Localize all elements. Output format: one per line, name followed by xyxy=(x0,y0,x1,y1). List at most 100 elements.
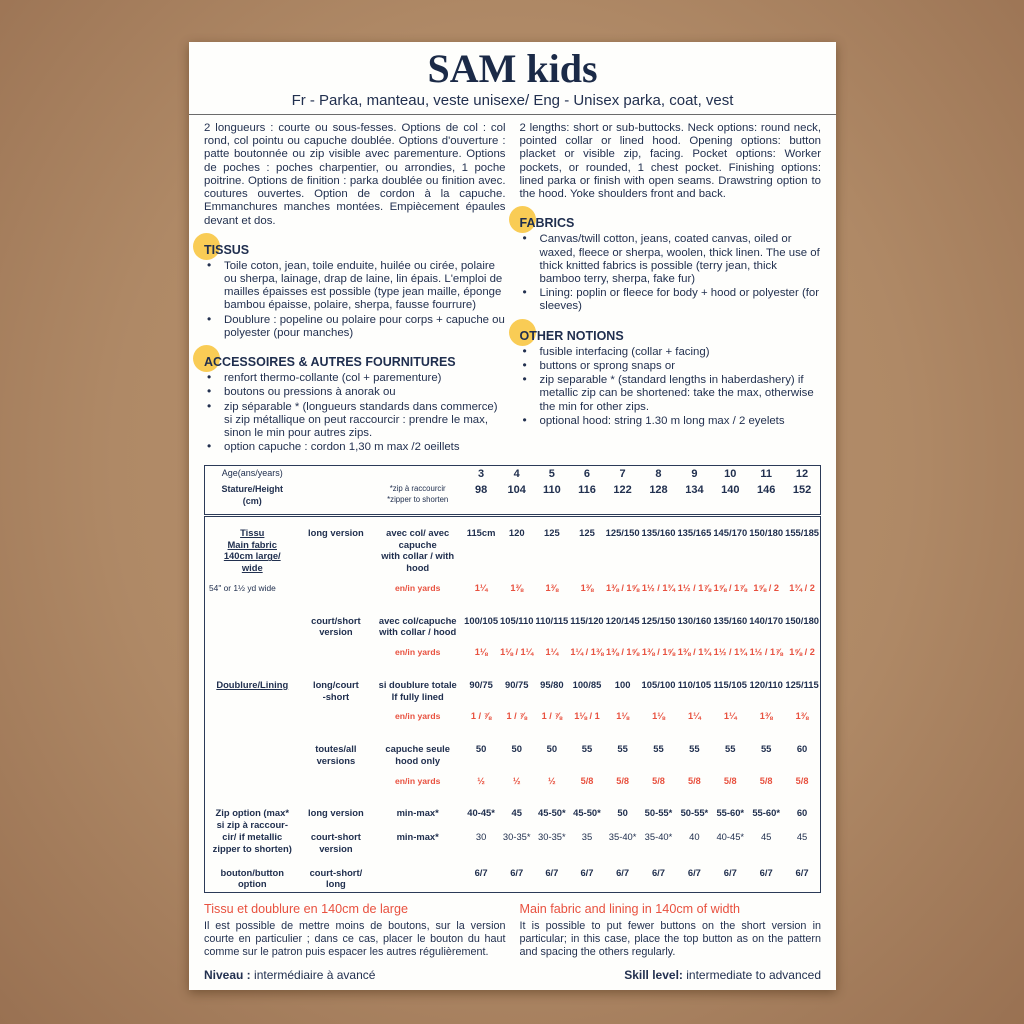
row-value: 150/180 xyxy=(785,614,819,626)
row-value: 50 xyxy=(511,743,522,755)
row-value: ½ xyxy=(548,775,556,786)
bullet-item: Toile coton, jean, toile enduite, huilée… xyxy=(204,259,506,313)
height-value: 116 xyxy=(578,484,596,497)
row-value: 1¼ / 1⅜ xyxy=(570,647,604,658)
height-value: 128 xyxy=(649,484,668,497)
row-value: 1⅛ xyxy=(474,647,488,658)
row-value: 135/160 xyxy=(641,526,676,538)
skill-level-fr: Niveau : intermédiaire à avancé xyxy=(204,968,506,982)
row-value: 1⅜ / 1⅝ xyxy=(606,582,640,593)
fabric-note-heading-fr: Tissu et doublure en 140cm de large xyxy=(204,902,408,917)
row-value: ½ xyxy=(512,775,521,786)
row-value: 5/8 xyxy=(723,775,737,786)
row-value: 6/7 xyxy=(580,866,594,878)
row-label: Zip option (max* si zip à raccour- cir/ … xyxy=(212,807,292,854)
row-label: Doublure/Lining xyxy=(216,678,289,690)
skill-level-value: intermédiaire à avancé xyxy=(250,967,376,982)
row-label xyxy=(205,704,300,733)
table-row: Tissu Main fabric 140cm large/ wide long … xyxy=(205,515,821,576)
row-description: avec col/capuche with collar / hood xyxy=(378,614,457,638)
row-value: 100/85 xyxy=(572,678,602,690)
section-title: TISSUS xyxy=(204,242,250,257)
row-value: 5/8 xyxy=(795,775,809,786)
row-value: 55 xyxy=(760,743,772,755)
row-version: toutes/all versions xyxy=(315,743,357,766)
row-version: court/short version xyxy=(311,614,361,638)
row-value: 115/105 xyxy=(713,678,747,690)
table-row: en/in yards 1⅛ 1⅛ / 1¼ 1¼ 1¼ / 1⅜ 1⅜ / 1⅝ 1⅜ /… xyxy=(205,640,821,669)
row-value: 50-55* xyxy=(680,807,709,819)
row-value: 140/170 xyxy=(749,614,784,626)
height-value: 110 xyxy=(542,484,561,497)
age-value: 4 xyxy=(513,468,520,481)
row-value: 40-45* xyxy=(467,807,495,819)
row-label xyxy=(205,769,300,798)
height-value: 104 xyxy=(507,484,526,497)
row-value: 1¾ / 2 xyxy=(789,582,815,593)
bullet-list: renfort thermo-collante (col + parementu… xyxy=(204,371,506,454)
row-value: 1⅜ / 1¾ xyxy=(677,647,711,658)
page-title: SAM kids xyxy=(427,46,598,91)
row-value: 45 xyxy=(796,831,808,843)
row-value: 30-35* xyxy=(538,831,566,843)
skill-level-en: Skill level: intermediate to advanced xyxy=(520,967,821,982)
bottom-fr: Tissu et doublure en 140cm de large Il e… xyxy=(204,902,506,982)
pattern-sheet: SAM kids Fr - Parka, manteau, veste unis… xyxy=(189,42,836,990)
height-value: 134 xyxy=(685,484,704,497)
row-value: 1¼ xyxy=(545,647,559,658)
row-label: bouton/button option xyxy=(220,866,285,890)
row-label xyxy=(205,733,300,769)
row-value: 1⅛ / 1 xyxy=(574,711,600,722)
bottom-area: Tissu et doublure en 140cm de large Il e… xyxy=(204,902,821,990)
row-value: 50 xyxy=(617,807,628,819)
age-value: 3 xyxy=(478,468,485,481)
bullet-list: Toile coton, jean, toile enduite, huilée… xyxy=(204,259,506,340)
row-value: 6/7 xyxy=(795,866,809,878)
french-column: 2 longueurs : courte ou sous-fesses. Opt… xyxy=(193,122,506,454)
row-value: 1½ / 1¾ xyxy=(713,647,747,658)
row-value: 45 xyxy=(760,831,772,843)
height-row: Stature/Height (cm) *zip à raccourcir *zi… xyxy=(205,482,821,515)
age-row: Age(ans/years) 3 4 5 6 7 8 9 10 11 12 xyxy=(205,466,821,483)
row-value: 145/170 xyxy=(713,526,748,538)
row-label: Tissu Main fabric 140cm large/ wide xyxy=(223,526,281,574)
intro-columns: 2 longueurs : courte ou sous-fesses. Opt… xyxy=(193,122,822,454)
row-value: ½ xyxy=(477,775,485,786)
row-value: 1⅝ / 2 xyxy=(789,647,815,658)
row-value: 6/7 xyxy=(545,866,559,878)
row-value: 120/145 xyxy=(605,614,640,626)
bottom-en: Main fabric and lining in 140cm of width… xyxy=(520,902,822,982)
yellow-dot-icon xyxy=(193,345,220,373)
page-subtitle: Fr - Parka, manteau, veste unisexe/ Eng … xyxy=(291,92,734,109)
age-value: 9 xyxy=(691,468,698,481)
row-value: 30-35* xyxy=(502,831,531,843)
row-version xyxy=(300,640,373,669)
size-table-body: Tissu Main fabric 140cm large/ wide long … xyxy=(205,515,821,892)
row-value: 125 xyxy=(579,526,595,538)
row-description: en/in yards xyxy=(395,582,441,593)
size-table: Age(ans/years) 3 4 5 6 7 8 9 10 11 12 Stature/Heigh… xyxy=(204,465,821,894)
row-version xyxy=(300,576,373,605)
row-value: 45 xyxy=(511,807,522,819)
row-value: 105/110 xyxy=(500,614,534,626)
row-label xyxy=(205,605,300,641)
row-value: 1½ / 1⅞ xyxy=(749,647,783,658)
row-value: 45-50* xyxy=(538,807,566,819)
skill-level-value: intermediate to advanced xyxy=(682,967,821,982)
row-value: 110/105 xyxy=(677,678,712,690)
bullet-item: Doublure : popeline ou polaire pour corp… xyxy=(204,313,506,340)
section-fabrics: FABRICS Canvas/twill cotton, jeans, coat… xyxy=(508,206,822,313)
bullet-list: fusible interfacing (collar + facing)but… xyxy=(520,345,822,428)
table-row: court-short version min-max* 30 30-35* 30-35… xyxy=(205,821,821,857)
row-description: en/in yards xyxy=(395,711,441,722)
row-value: 125/115 xyxy=(785,678,819,690)
age-value: 7 xyxy=(619,468,626,481)
row-value: 6/7 xyxy=(474,866,488,878)
row-value: 6/7 xyxy=(616,866,630,878)
row-value: 1⅜ / 1⅝ xyxy=(606,647,640,658)
row-value: 1 / ⅞ xyxy=(541,711,563,722)
divider xyxy=(189,114,836,115)
row-value: 5/8 xyxy=(759,775,773,786)
button-note-en: It is possible to put fewer buttons on t… xyxy=(519,920,822,958)
table-row: en/in yards ½ ½ ½ 5/8 5/8 5/8 5/8 5/8 5/8 5/8 xyxy=(205,769,821,798)
